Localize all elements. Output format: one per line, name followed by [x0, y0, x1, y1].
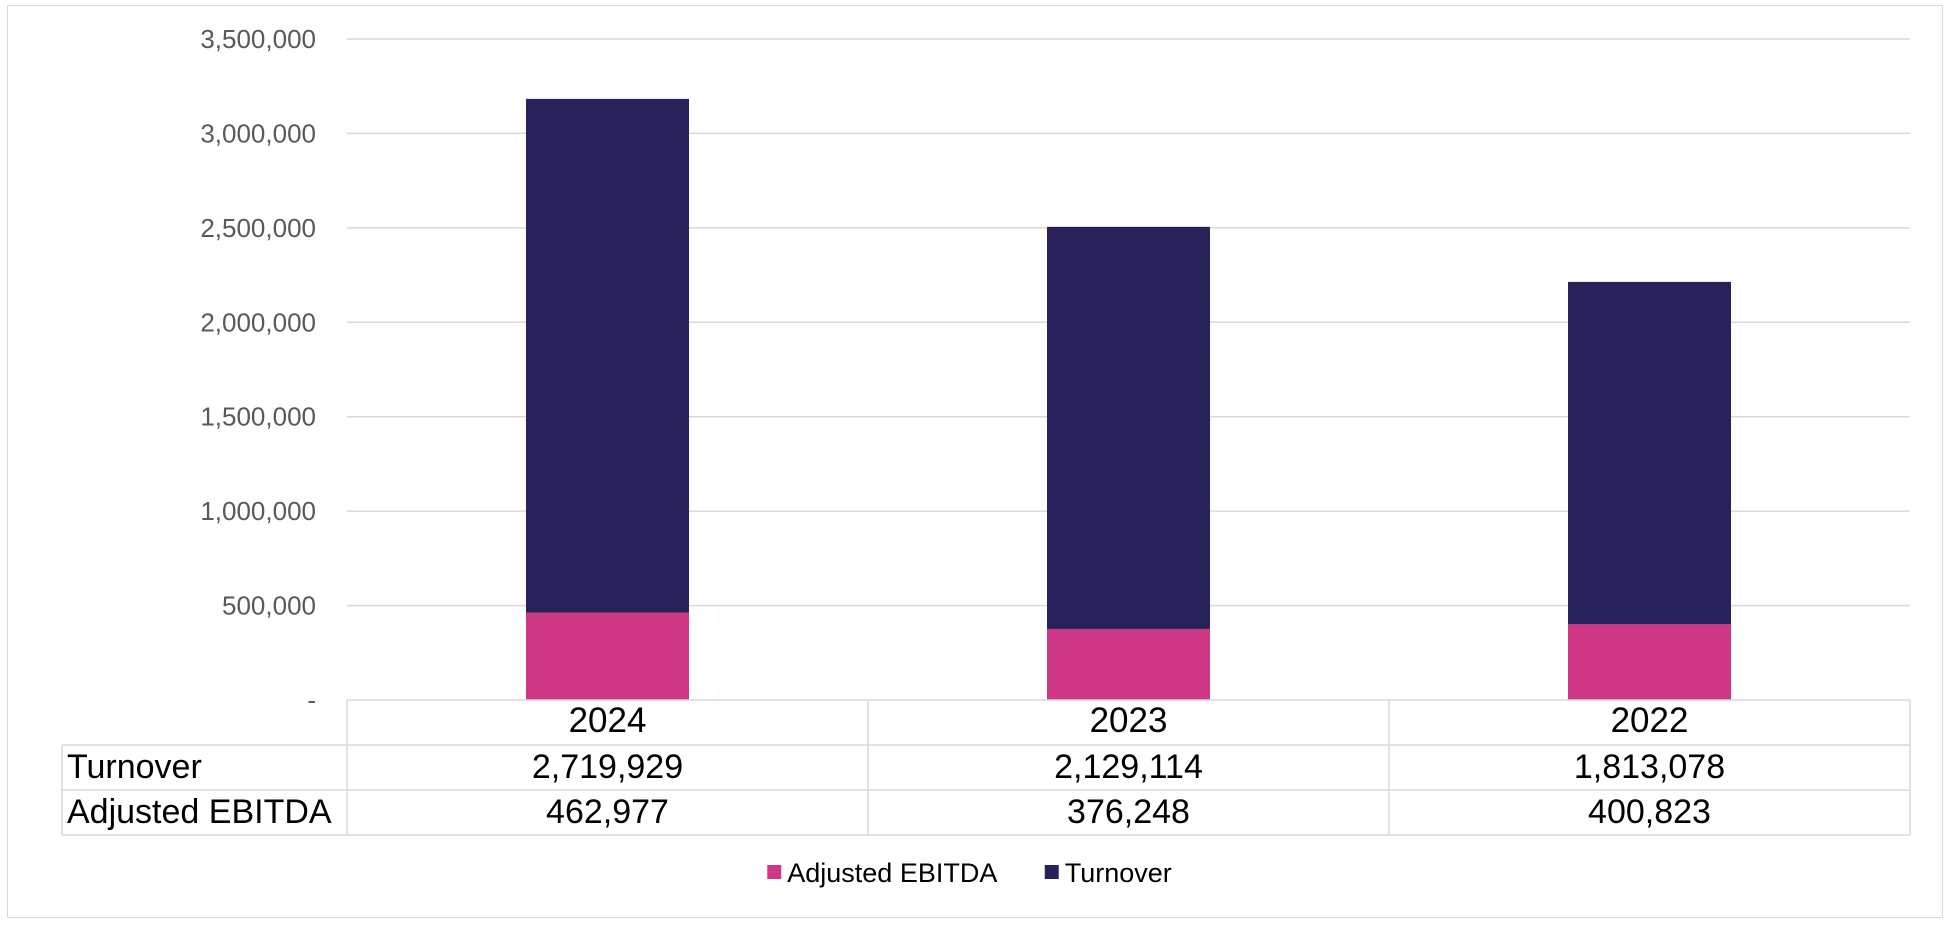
bar-adjusted-ebitda: [1568, 624, 1731, 700]
category-label: 2024: [569, 701, 647, 740]
legend-swatch: [767, 865, 782, 879]
table-cell-value: 376,248: [1067, 793, 1190, 831]
bars: [526, 98, 1731, 700]
y-tick-label: -: [307, 685, 316, 715]
table-cell-value: 2,129,114: [1054, 748, 1203, 786]
data-table: 2024 2023 2022 Turnover 2,719,929 2,129,114 1,…: [61, 699, 1911, 836]
bar-turnover: [526, 98, 689, 613]
legend: Adjusted EBITDA Turnover: [767, 858, 1172, 888]
y-tick-label: 500,000: [222, 591, 316, 621]
y-tick-label: 2,000,000: [200, 307, 316, 337]
table-cell-value: 1,813,078: [1574, 748, 1725, 786]
table-cell-value: 2,719,929: [532, 748, 683, 786]
y-tick-label: 3,500,000: [200, 24, 316, 54]
category-label: 2023: [1090, 701, 1168, 740]
bar-turnover: [1568, 281, 1731, 625]
y-tick-label: 1,500,000: [200, 402, 316, 432]
bar-turnover: [1047, 226, 1210, 629]
y-tick-label: 1,000,000: [200, 496, 316, 526]
table-cell-value: 462,977: [546, 793, 669, 831]
legend-label: Turnover: [1065, 858, 1172, 888]
y-axis: - 500,000 1,000,000 1,500,000 2,000,000 2,500…: [200, 24, 316, 715]
y-tick-label: 3,000,000: [200, 118, 316, 148]
legend-label: Adjusted EBITDA: [787, 858, 997, 888]
category-label: 2022: [1611, 701, 1689, 740]
bar-adjusted-ebitda: [526, 612, 689, 700]
y-tick-label: 2,500,000: [200, 213, 316, 243]
bar-adjusted-ebitda: [1047, 628, 1210, 700]
table-row-label: Adjusted EBITDA: [67, 793, 332, 831]
table-row-label: Turnover: [67, 748, 202, 786]
legend-swatch: [1044, 865, 1059, 879]
chart-frame: [7, 5, 1943, 918]
table-cell-value: 400,823: [1588, 793, 1711, 831]
